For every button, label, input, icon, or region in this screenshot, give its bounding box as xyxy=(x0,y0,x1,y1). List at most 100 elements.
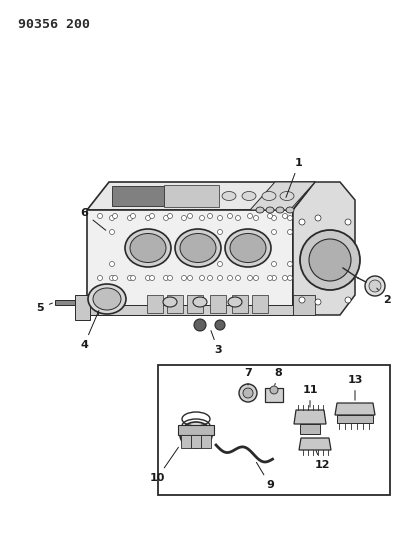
Circle shape xyxy=(309,239,351,281)
Circle shape xyxy=(200,215,205,221)
Ellipse shape xyxy=(225,229,271,267)
Ellipse shape xyxy=(276,207,284,213)
Polygon shape xyxy=(178,425,214,435)
Circle shape xyxy=(217,215,223,221)
Polygon shape xyxy=(250,182,315,210)
Circle shape xyxy=(253,276,259,280)
Polygon shape xyxy=(84,295,98,315)
Text: 9: 9 xyxy=(256,463,274,490)
Text: 90356 200: 90356 200 xyxy=(18,18,90,31)
Ellipse shape xyxy=(266,207,274,213)
Circle shape xyxy=(271,215,277,221)
Circle shape xyxy=(215,320,225,330)
Polygon shape xyxy=(147,295,163,313)
Circle shape xyxy=(207,276,213,280)
Polygon shape xyxy=(87,182,315,210)
Polygon shape xyxy=(191,435,201,448)
Circle shape xyxy=(150,214,154,219)
Circle shape xyxy=(146,215,150,221)
Circle shape xyxy=(315,299,321,305)
Circle shape xyxy=(282,214,288,219)
Circle shape xyxy=(207,214,213,219)
Circle shape xyxy=(239,384,257,402)
Circle shape xyxy=(109,262,115,266)
Polygon shape xyxy=(265,388,283,402)
Polygon shape xyxy=(210,295,226,313)
Circle shape xyxy=(288,230,292,235)
Circle shape xyxy=(182,215,186,221)
Circle shape xyxy=(345,219,351,225)
Text: 7: 7 xyxy=(244,368,252,385)
Circle shape xyxy=(288,276,292,280)
Polygon shape xyxy=(75,295,90,320)
Circle shape xyxy=(299,219,305,225)
Ellipse shape xyxy=(262,191,276,200)
Bar xyxy=(158,365,390,495)
Circle shape xyxy=(315,215,321,221)
Ellipse shape xyxy=(125,229,171,267)
Circle shape xyxy=(288,262,292,266)
Ellipse shape xyxy=(180,422,212,448)
Ellipse shape xyxy=(242,191,256,200)
Ellipse shape xyxy=(280,191,294,200)
Polygon shape xyxy=(293,182,355,315)
Circle shape xyxy=(200,276,205,280)
Circle shape xyxy=(271,262,277,266)
Polygon shape xyxy=(335,403,375,415)
Ellipse shape xyxy=(163,297,177,307)
Text: 6: 6 xyxy=(80,208,106,230)
Polygon shape xyxy=(55,300,75,305)
Polygon shape xyxy=(293,295,315,315)
Ellipse shape xyxy=(88,284,126,314)
Ellipse shape xyxy=(93,288,121,310)
Circle shape xyxy=(128,215,132,221)
Text: 5: 5 xyxy=(36,303,53,313)
Text: 10: 10 xyxy=(150,447,178,483)
Circle shape xyxy=(243,388,253,398)
Circle shape xyxy=(130,276,136,280)
Text: 13: 13 xyxy=(347,375,363,400)
Circle shape xyxy=(217,230,223,235)
Polygon shape xyxy=(181,435,191,448)
Polygon shape xyxy=(87,305,293,315)
Circle shape xyxy=(109,215,115,221)
Circle shape xyxy=(128,276,132,280)
Circle shape xyxy=(168,214,172,219)
Polygon shape xyxy=(294,410,326,424)
Circle shape xyxy=(235,215,241,221)
Circle shape xyxy=(113,214,117,219)
Circle shape xyxy=(299,297,305,303)
Polygon shape xyxy=(112,186,164,206)
Circle shape xyxy=(227,214,233,219)
Circle shape xyxy=(109,230,115,235)
Text: 12: 12 xyxy=(314,450,330,470)
Polygon shape xyxy=(293,182,315,315)
Circle shape xyxy=(300,230,360,290)
Ellipse shape xyxy=(256,207,264,213)
Circle shape xyxy=(217,276,223,280)
Ellipse shape xyxy=(286,207,294,213)
Polygon shape xyxy=(232,295,248,313)
Ellipse shape xyxy=(185,426,207,444)
Ellipse shape xyxy=(193,297,207,307)
Circle shape xyxy=(235,276,241,280)
Ellipse shape xyxy=(175,229,221,267)
Circle shape xyxy=(288,215,292,221)
Circle shape xyxy=(168,276,172,280)
Text: 2: 2 xyxy=(377,288,391,305)
Ellipse shape xyxy=(130,233,166,262)
Text: 11: 11 xyxy=(302,385,318,407)
Polygon shape xyxy=(300,424,320,434)
Circle shape xyxy=(267,214,273,219)
Circle shape xyxy=(369,280,381,292)
Circle shape xyxy=(113,276,117,280)
Circle shape xyxy=(146,276,150,280)
Polygon shape xyxy=(201,435,211,448)
Ellipse shape xyxy=(222,191,236,200)
Ellipse shape xyxy=(230,233,266,262)
Polygon shape xyxy=(87,210,293,315)
Circle shape xyxy=(253,215,259,221)
Ellipse shape xyxy=(180,233,216,262)
Circle shape xyxy=(271,230,277,235)
Circle shape xyxy=(109,276,115,280)
